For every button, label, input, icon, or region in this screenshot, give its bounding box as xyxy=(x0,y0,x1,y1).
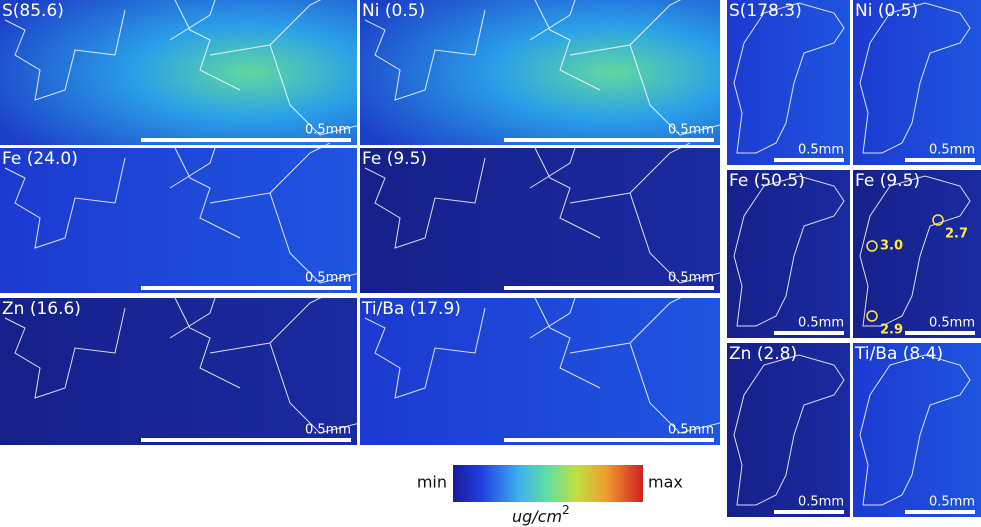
scale-label: 0.5mm xyxy=(668,123,714,138)
sample-outline xyxy=(733,354,845,506)
map-background xyxy=(360,148,720,293)
scale-label: 0.5mm xyxy=(668,271,714,286)
map-panel: Ti/Ba (8.4) 0.5mm xyxy=(853,343,981,517)
scale-label: 0.5mm xyxy=(798,316,844,331)
hotspot-marker xyxy=(932,214,944,226)
map-panel: Ni (0.5) 0.5mm xyxy=(360,0,746,145)
sample-outline xyxy=(859,2,971,154)
map-panel: Fe (9.5) 0.5mm xyxy=(853,170,981,338)
scale-label: 0.5mm xyxy=(798,143,844,158)
map-background xyxy=(853,343,981,517)
sample-outline xyxy=(364,142,746,284)
element-label: Ti/Ba (8.4) xyxy=(854,344,943,364)
map-panel: Fe (50.5) 0.5mm xyxy=(727,170,850,338)
element-label: Fe (24.0) xyxy=(2,149,78,169)
element-label: Ni (0.5) xyxy=(855,1,918,21)
colorbar-unit: ug/cm2 xyxy=(512,503,570,526)
map-panel: Zn (2.8) 0.5mm xyxy=(727,343,850,517)
scale-label: 0.5mm xyxy=(305,271,351,286)
element-label: Ni (0.5) xyxy=(362,1,425,21)
sample-outline xyxy=(733,2,845,154)
hotspot-value: 2.7 xyxy=(945,227,968,242)
map-background xyxy=(360,0,720,145)
unit: ug/cm xyxy=(512,507,562,526)
map-panel: Ni (0.5) 0.5mm xyxy=(853,0,981,165)
hotspot-value: 2.9 xyxy=(880,323,903,338)
sample-outline xyxy=(733,175,845,327)
hotspot-value: 3.0 xyxy=(880,239,903,254)
sample-outline xyxy=(859,354,971,506)
scale-label: 0.5mm xyxy=(929,316,975,331)
scale-label: 0.5mm xyxy=(668,423,714,438)
map-background xyxy=(360,298,720,445)
map-background xyxy=(0,298,357,445)
map-background xyxy=(0,148,357,293)
map-panel: Ti/Ba (17.9) 0.5mm xyxy=(360,292,746,445)
sample-outline xyxy=(4,292,386,434)
map-panel: Fe (24.0) 0.5mm xyxy=(0,142,386,293)
sample-outline xyxy=(364,0,746,136)
map-background xyxy=(727,0,850,165)
element-label: S(178.3) xyxy=(729,1,802,21)
sample-outline xyxy=(859,175,971,327)
map-panel: Zn (16.6) 0.5mm xyxy=(0,292,386,445)
colorbar-min: min xyxy=(417,473,447,492)
map-background xyxy=(727,343,850,517)
scale-label: 0.5mm xyxy=(929,143,975,158)
colorbar xyxy=(453,465,643,502)
map-panel: S(178.3) 0.5mm xyxy=(727,0,850,165)
sample-outline xyxy=(364,292,746,434)
element-label: Ti/Ba (17.9) xyxy=(361,299,461,319)
map-background xyxy=(727,170,850,338)
map-background xyxy=(0,0,357,145)
map-background xyxy=(853,170,981,338)
scale-label: 0.5mm xyxy=(305,423,351,438)
element-label: S(85.6) xyxy=(2,1,64,21)
colorbar-max: max xyxy=(648,473,683,492)
map-panel: Fe (9.5) 0.5mm xyxy=(360,142,746,293)
scale-label: 0.5mm xyxy=(929,495,975,510)
unit-power: 2 xyxy=(562,503,570,517)
map-panel: S(85.6) 0.5mm xyxy=(0,0,386,145)
element-label: Fe (9.5) xyxy=(855,171,920,191)
element-label: Fe (50.5) xyxy=(729,171,805,191)
element-label: Zn (16.6) xyxy=(2,299,81,319)
hotspot-marker xyxy=(866,240,878,252)
scale-label: 0.5mm xyxy=(305,123,351,138)
element-label: Zn (2.8) xyxy=(729,344,797,364)
sample-outline xyxy=(4,0,386,136)
element-label: Fe (9.5) xyxy=(362,149,427,169)
scale-label: 0.5mm xyxy=(798,495,844,510)
map-background xyxy=(853,0,981,165)
sample-outline xyxy=(4,142,386,284)
hotspot-marker xyxy=(866,310,878,322)
